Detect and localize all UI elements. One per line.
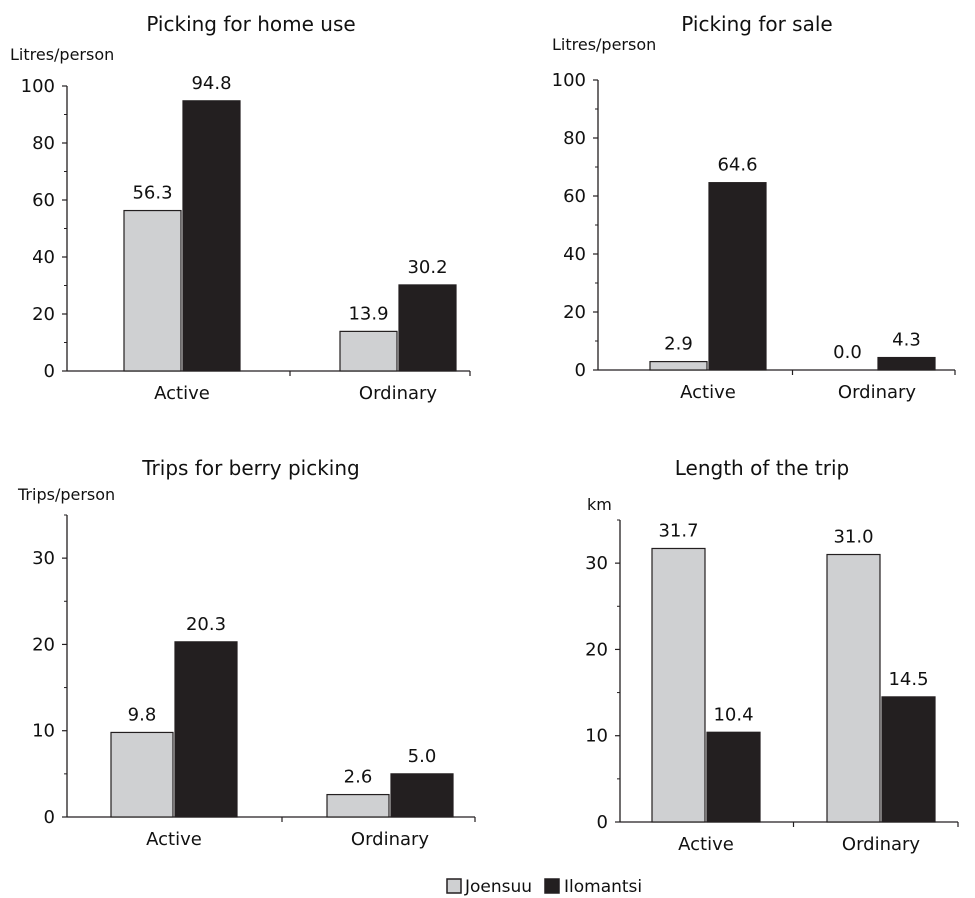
- y-tick-label: 40: [32, 247, 55, 268]
- bar-joensuu-ordinary: [826, 553, 881, 823]
- y-tick-label: 100: [552, 70, 586, 91]
- data-label: 9.8: [128, 704, 157, 725]
- x-category-label: Active: [154, 383, 210, 404]
- y-tick-label: 0: [44, 361, 55, 382]
- bar-joensuu-active: [123, 209, 182, 372]
- x-category-label: Ordinary: [842, 834, 921, 855]
- legend-label-ilomantsi: Ilomantsi: [564, 877, 642, 897]
- legend-label-joensuu: Joensuu: [464, 877, 532, 897]
- y-tick-label: 80: [563, 128, 586, 149]
- data-label: 14.5: [888, 669, 928, 690]
- bar-ilomantsi-ordinary: [877, 356, 936, 371]
- bar-ilomantsi-ordinary: [398, 284, 457, 372]
- y-tick-label: 60: [563, 186, 586, 207]
- legend-swatch-ilomantsi: [544, 878, 560, 894]
- chart-title: Trips for berry picking: [141, 456, 359, 480]
- bar-joensuu-active: [649, 360, 708, 371]
- y-tick-label: 100: [21, 76, 55, 97]
- data-label: 2.6: [344, 767, 373, 788]
- y-tick-label: 80: [32, 133, 55, 154]
- data-label: 31.7: [658, 520, 698, 541]
- data-label: 56.3: [132, 183, 172, 204]
- chart-title: Picking for home use: [146, 12, 355, 36]
- bar-joensuu-ordinary: [339, 330, 398, 372]
- bar-ilomantsi-ordinary: [881, 696, 936, 823]
- x-category-label: Ordinary: [359, 383, 438, 404]
- x-category-label: Active: [678, 834, 734, 855]
- y-tick-label: 0: [575, 360, 586, 381]
- y-tick-label: 0: [44, 807, 55, 828]
- y-axis-label: Litres/person: [552, 35, 656, 54]
- chart-panel-3: Trips for berry picking Trips/person 0 10 20…: [17, 456, 476, 850]
- y-tick-label: 60: [32, 190, 55, 211]
- chart-panel-2: Picking for sale Litres/person 0 20 40 60 80 10…: [552, 12, 956, 403]
- y-tick-label: 20: [563, 302, 586, 323]
- legend-swatch-joensuu: [446, 878, 462, 894]
- chart-panels: Picking for home use Litres/person 0 20 40 60…: [10, 12, 959, 855]
- bar-ilomantsi-active: [708, 182, 767, 371]
- x-category-label: Ordinary: [351, 829, 430, 850]
- bar-joensuu-active: [110, 731, 174, 818]
- data-label: 4.3: [892, 330, 921, 351]
- data-label: 2.9: [664, 334, 693, 355]
- chart-panel-1: Picking for home use Litres/person 0 20 40 60…: [10, 12, 471, 404]
- bar-ilomantsi-active: [706, 731, 761, 823]
- x-category-label: Ordinary: [838, 382, 917, 403]
- y-tick-label: 20: [32, 304, 55, 325]
- x-category-label: Active: [680, 382, 736, 403]
- y-axis-label: Trips/person: [17, 485, 115, 504]
- bar-ilomantsi-active: [174, 641, 238, 818]
- y-tick-label: 10: [32, 721, 55, 742]
- chart-panel-4: Length of the trip km 0 10 20 30 Active 31.7 10.…: [585, 456, 959, 855]
- bar-ilomantsi-ordinary: [390, 773, 454, 818]
- legend: Joensuu Ilomantsi: [446, 877, 642, 897]
- y-tick-label: 10: [585, 726, 608, 747]
- data-label: 64.6: [717, 155, 757, 176]
- data-label: 20.3: [186, 614, 226, 635]
- chart-title: Length of the trip: [675, 456, 849, 480]
- data-label: 13.9: [348, 303, 388, 324]
- y-tick-label: 0: [597, 812, 608, 833]
- y-tick-label: 20: [585, 639, 608, 660]
- data-label: 94.8: [191, 73, 231, 94]
- data-label: 31.0: [833, 527, 873, 548]
- data-label: 0.0: [833, 342, 862, 363]
- x-category-label: Active: [146, 829, 202, 850]
- data-label: 30.2: [407, 257, 447, 278]
- bar-ilomantsi-active: [182, 100, 241, 372]
- y-axis-label: km: [587, 495, 612, 514]
- chart-title: Picking for sale: [681, 12, 832, 36]
- bar-joensuu-active: [651, 547, 706, 823]
- y-tick-label: 20: [32, 634, 55, 655]
- y-axis-label: Litres/person: [10, 45, 114, 64]
- bar-joensuu-ordinary: [326, 793, 390, 818]
- y-tick-label: 40: [563, 244, 586, 265]
- data-label: 5.0: [408, 746, 437, 767]
- data-label: 10.4: [713, 704, 753, 725]
- y-tick-label: 30: [32, 548, 55, 569]
- y-tick-label: 30: [585, 553, 608, 574]
